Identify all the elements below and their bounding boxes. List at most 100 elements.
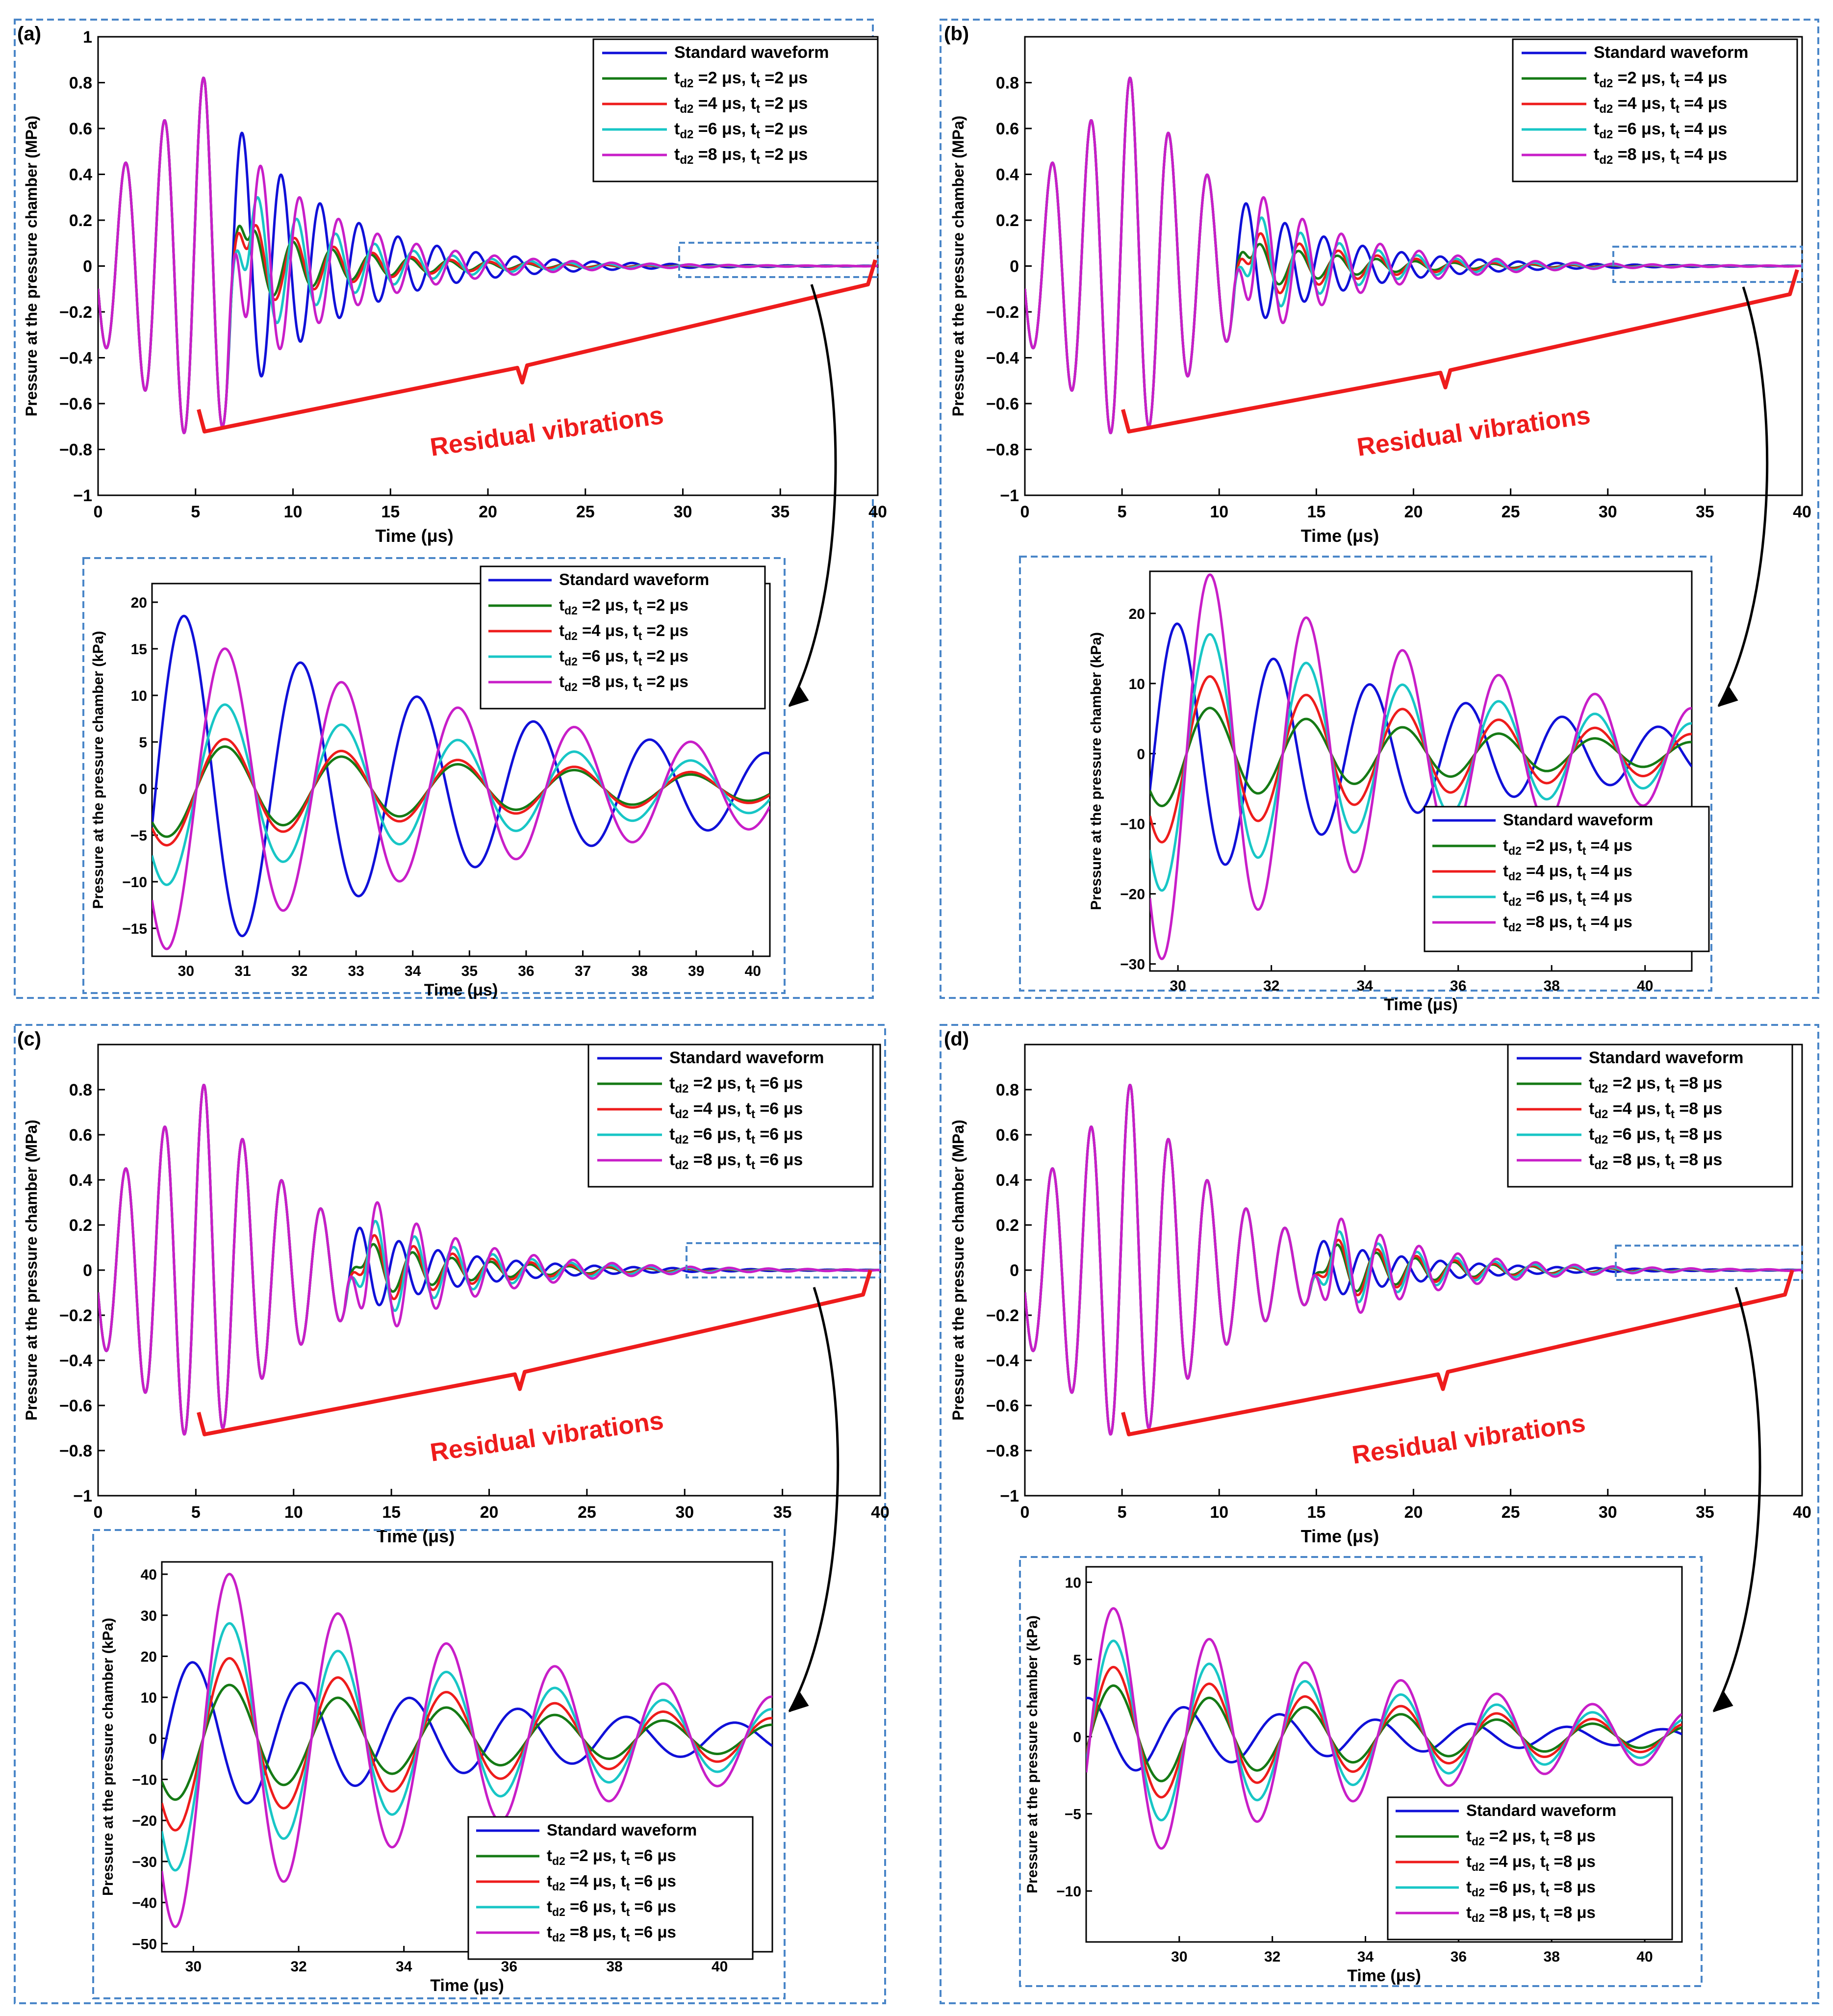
legend-td: 4 (579, 1872, 588, 1890)
legend-td: 6 (703, 1125, 713, 1144)
zoom-legend-box (480, 565, 766, 710)
legend-unit: μs, t (713, 1074, 751, 1093)
legend-eq: = (760, 94, 774, 113)
zoom-x-tick-label: 34 (396, 1959, 412, 1975)
legend-unit: μs, t (713, 1150, 751, 1169)
legend-sub: d2 (675, 1159, 688, 1172)
series-line-4 (98, 77, 878, 434)
legend-eq: = (755, 1125, 769, 1144)
y-tick-label: −0.4 (59, 1352, 92, 1370)
legend-tt: 4 (1600, 836, 1609, 854)
legend-eq: = (693, 69, 708, 87)
legend-eq: = (642, 647, 656, 665)
zoom-y-tick-label: −30 (132, 1854, 157, 1870)
y-tick-label: −0.4 (59, 349, 92, 368)
residual-brace (1121, 269, 1799, 434)
zoom-x-tick-label: 32 (1263, 978, 1279, 994)
legend-eq: = (1522, 862, 1535, 880)
legend-t: t (1466, 1827, 1472, 1845)
legend-unit: μs (1572, 1903, 1596, 1921)
legend-unit: μs (1572, 1878, 1596, 1896)
legend-unit: μs (1609, 887, 1632, 905)
legend-sub: t (626, 1855, 630, 1867)
legend-unit: μs, t (1637, 94, 1676, 113)
legend-eq: = (1675, 1125, 1689, 1144)
legend-eq: = (755, 1150, 769, 1169)
legend-sub: t (638, 630, 642, 642)
legend-eq: = (1485, 1827, 1499, 1845)
legend-eq: = (642, 621, 656, 639)
zoom-y-tick-label: 10 (131, 688, 147, 704)
legend-standard-label: Standard waveform (674, 43, 829, 62)
legend-unit: μs (784, 94, 808, 113)
legend-td: 2 (591, 596, 600, 614)
x-tick-label: 30 (674, 503, 692, 521)
zoom-x-tick-label: 32 (291, 963, 307, 979)
legend-tt: 4 (1600, 862, 1609, 880)
zoom-y-tick-label: 10 (141, 1690, 157, 1706)
zoom-frame (1019, 1556, 1703, 1987)
legend-tt: 2 (774, 94, 784, 113)
x-tick-label: 30 (675, 1503, 694, 1522)
legend-sub: d2 (1508, 870, 1522, 883)
legend-unit: μs (1703, 69, 1727, 87)
x-tick-label: 10 (284, 1503, 303, 1522)
x-tick-label: 40 (868, 503, 887, 521)
zoom-x-axis-label: Time (μs) (424, 981, 498, 999)
zoom-y-axis-label: Pressure at the pressure chamber (kPa) (90, 631, 106, 909)
legend-sub: t (638, 681, 642, 693)
zoom-x-tick-label: 36 (1450, 978, 1466, 994)
zoom-x-tick-label: 30 (1170, 978, 1186, 994)
y-tick-label: −0.8 (986, 1442, 1019, 1460)
zoom-y-tick-label: 40 (141, 1567, 157, 1583)
x-tick-label: 25 (578, 1503, 596, 1522)
zoom-legend-standard-label: Standard waveform (1503, 811, 1653, 829)
legend-tt: 8 (1563, 1852, 1572, 1870)
y-tick-label: 0.6 (996, 120, 1019, 138)
zoom-x-tick-label: 36 (1451, 1949, 1467, 1965)
x-tick-label: 40 (871, 1503, 890, 1522)
y-tick-label: 0.8 (996, 1081, 1019, 1099)
legend-eq: = (760, 69, 774, 87)
legend-t: t (1589, 1125, 1594, 1144)
legend-t: t (1589, 1074, 1594, 1093)
panel-c: (c)0 5 10 15 20 25 30 35 40−1−0.8−0.6−0.4−0.200.… (14, 1024, 890, 2004)
legend-td: 8 (1623, 1150, 1632, 1169)
zoom-series-lines (152, 614, 770, 950)
y-tick-label: −0.2 (986, 1306, 1019, 1325)
y-tick-label: −0.6 (59, 1397, 92, 1415)
legend-unit: μs (1703, 145, 1727, 164)
legend-eq: = (693, 145, 708, 164)
legend-unit: μs, t (601, 647, 638, 665)
zoom-y-tick-label: 20 (1129, 606, 1145, 622)
zoom-series-line-4 (1150, 573, 1692, 960)
x-tick-label: 20 (1404, 1503, 1423, 1522)
legend-sub: t (1546, 1861, 1550, 1873)
y-tick-label: −1 (73, 1487, 92, 1506)
legend-box (1512, 38, 1798, 182)
legend-sub: t (626, 1880, 630, 1893)
legend-td: 8 (1535, 913, 1544, 931)
legend-sub: d2 (1472, 1861, 1485, 1873)
legend-td: 4 (1628, 94, 1637, 113)
x-tick-label: 20 (1404, 503, 1423, 521)
residual-brace (1121, 1269, 1794, 1436)
legend-td: 6 (591, 647, 600, 665)
legend-tt: 2 (656, 672, 665, 690)
zoom-y-tick-label: −5 (1065, 1807, 1081, 1823)
zoom-plot: 30 32 34 36 38 40 −10 −5 0 5 10 Time (μs) Pressure a… (1024, 1566, 1683, 1985)
y-tick-label: 1 (83, 28, 92, 47)
legend-unit: μs, t (717, 145, 756, 164)
zoom-y-tick-label: 10 (1065, 1575, 1081, 1591)
legend-unit: μs (1609, 862, 1632, 880)
x-axis-label: Time (μs) (375, 526, 453, 546)
legend-tt: 2 (656, 596, 665, 614)
legend-sub: d2 (680, 153, 693, 167)
y-tick-label: −0.8 (59, 1442, 92, 1460)
legend-entry-label: td2 =6 μs, tt =2 μs (674, 120, 808, 141)
legend-unit: μs (784, 120, 808, 138)
legend-entry-label: td2 =8 μs, tt =6 μs (669, 1150, 803, 1172)
y-tick-label: −0.6 (986, 395, 1019, 413)
x-tick-label: 40 (1793, 503, 1811, 521)
